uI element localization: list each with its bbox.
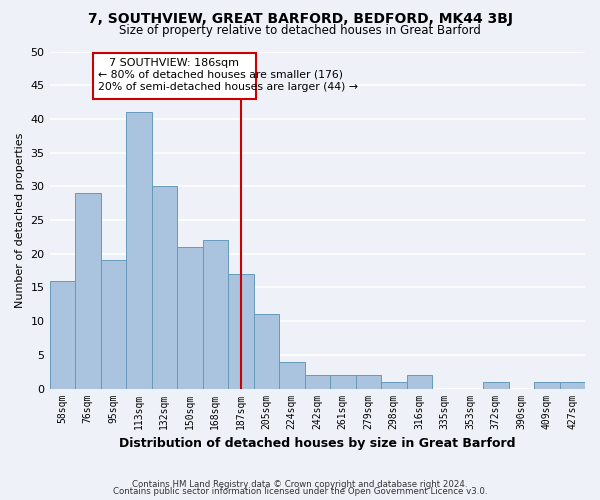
Text: 20% of semi-detached houses are larger (44) →: 20% of semi-detached houses are larger (… [98, 82, 358, 92]
Bar [330, 375, 356, 388]
Bar [254, 314, 279, 388]
Text: Size of property relative to detached houses in Great Barford: Size of property relative to detached ho… [119, 24, 481, 37]
Bar [203, 240, 228, 388]
Text: 7 SOUTHVIEW: 186sqm: 7 SOUTHVIEW: 186sqm [109, 58, 239, 68]
Bar [126, 112, 152, 388]
Bar [279, 362, 305, 388]
FancyBboxPatch shape [93, 53, 256, 98]
Bar [228, 274, 254, 388]
Bar [560, 382, 585, 388]
Bar [407, 375, 432, 388]
Text: Contains HM Land Registry data © Crown copyright and database right 2024.: Contains HM Land Registry data © Crown c… [132, 480, 468, 489]
Bar [152, 186, 177, 388]
Y-axis label: Number of detached properties: Number of detached properties [15, 132, 25, 308]
Bar [177, 247, 203, 388]
X-axis label: Distribution of detached houses by size in Great Barford: Distribution of detached houses by size … [119, 437, 515, 450]
Text: Contains public sector information licensed under the Open Government Licence v3: Contains public sector information licen… [113, 488, 487, 496]
Text: 7, SOUTHVIEW, GREAT BARFORD, BEDFORD, MK44 3BJ: 7, SOUTHVIEW, GREAT BARFORD, BEDFORD, MK… [88, 12, 512, 26]
Bar [75, 193, 101, 388]
Text: ← 80% of detached houses are smaller (176): ← 80% of detached houses are smaller (17… [98, 70, 343, 80]
Bar [101, 260, 126, 388]
Bar [50, 280, 75, 388]
Bar [356, 375, 381, 388]
Bar [483, 382, 509, 388]
Bar [534, 382, 560, 388]
Bar [305, 375, 330, 388]
Bar [381, 382, 407, 388]
